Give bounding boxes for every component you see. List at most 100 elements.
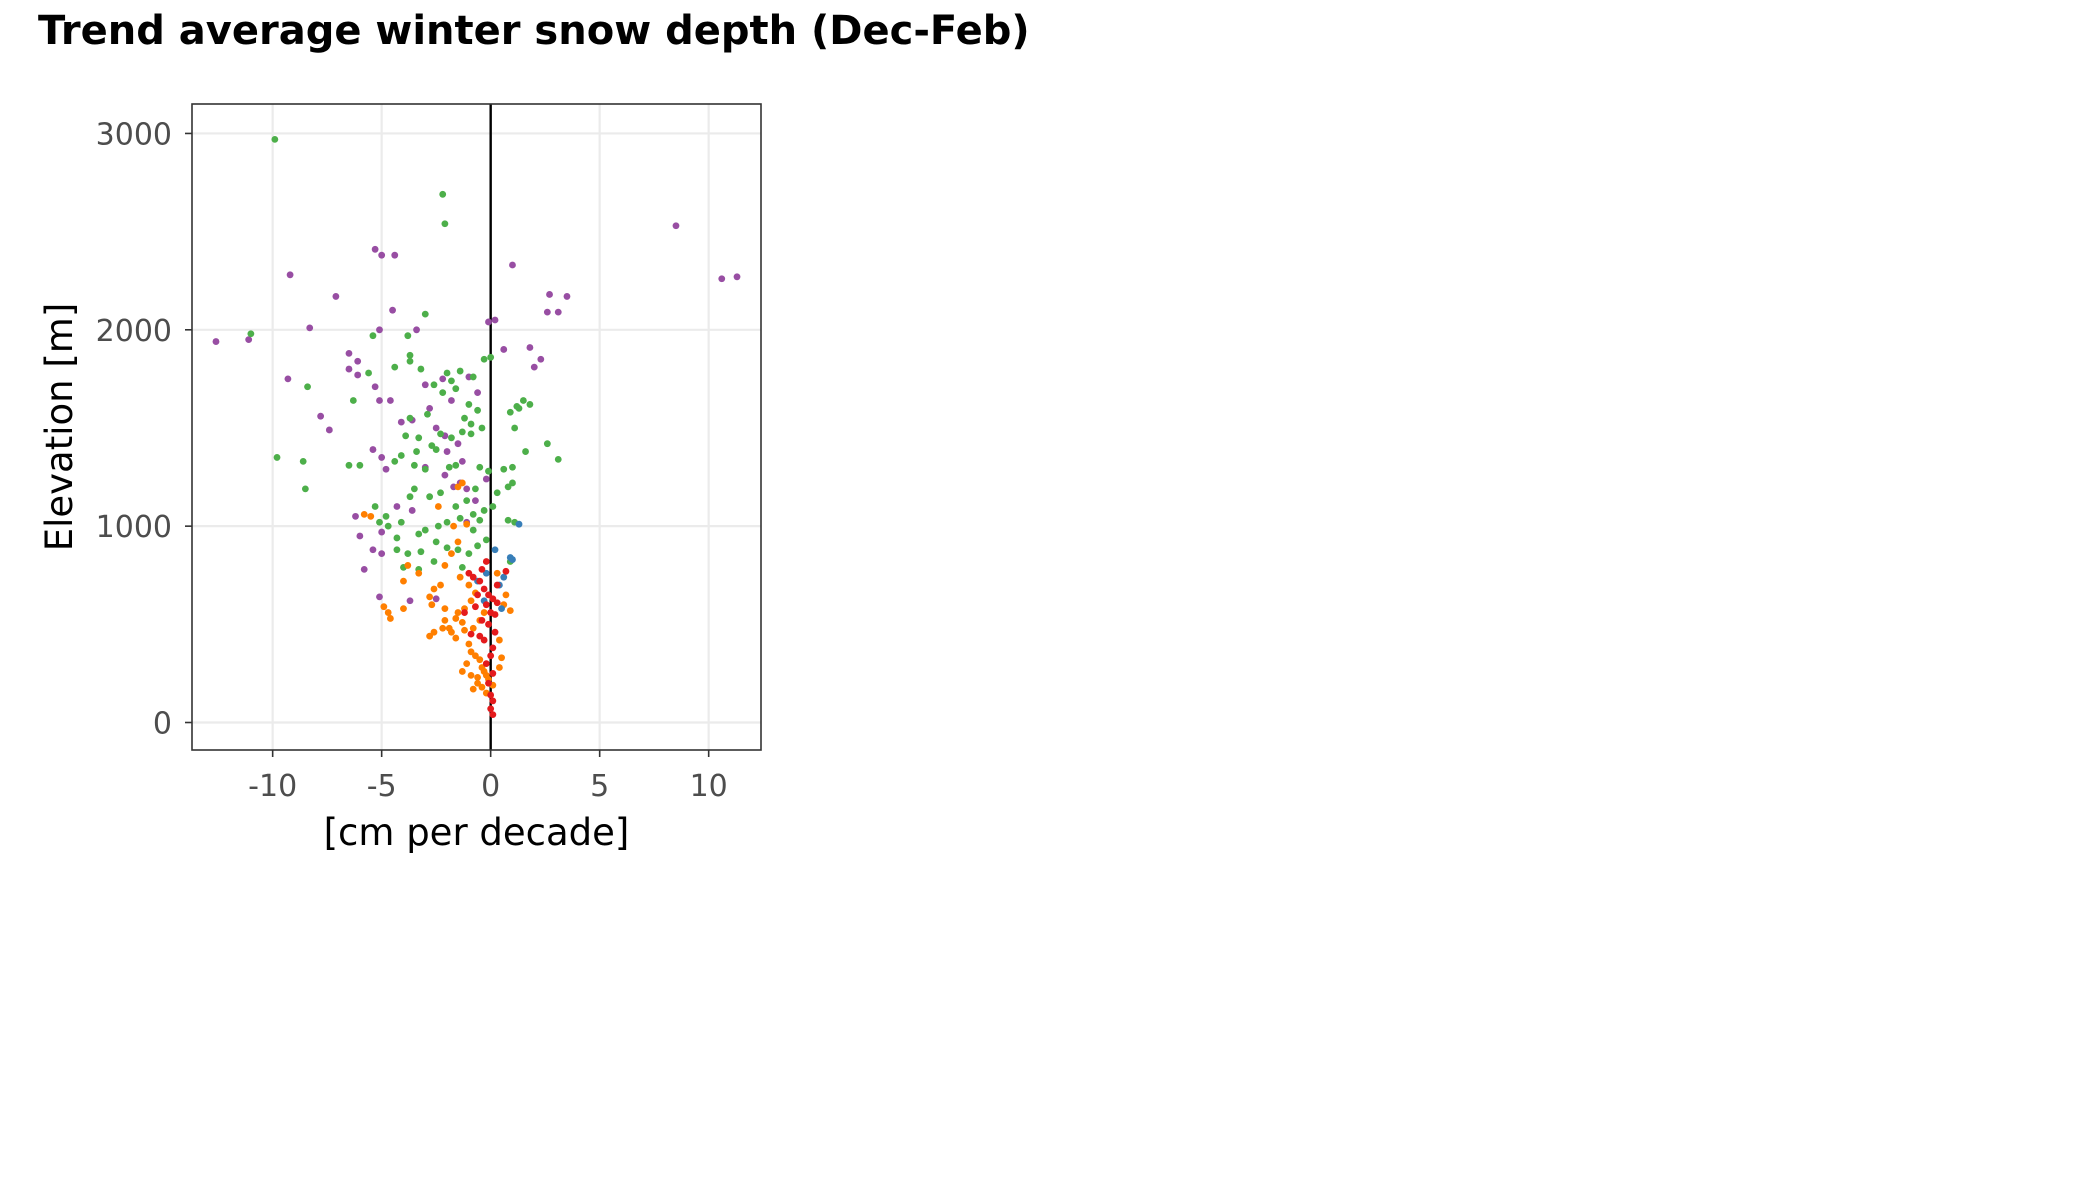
data-point <box>448 377 455 385</box>
data-point <box>299 457 307 465</box>
data-point <box>474 679 481 687</box>
data-point <box>271 135 279 143</box>
data-point <box>415 530 423 538</box>
data-point <box>487 353 495 361</box>
data-point <box>454 483 462 491</box>
data-point <box>504 516 512 524</box>
data-point <box>247 330 255 338</box>
data-point <box>410 485 418 493</box>
data-point <box>504 483 512 491</box>
data-point <box>458 428 466 436</box>
data-point <box>428 601 436 609</box>
data-point <box>456 573 464 581</box>
data-point <box>349 397 357 404</box>
data-point <box>563 293 571 300</box>
data-point <box>465 569 473 577</box>
plot-border <box>191 103 762 751</box>
data-point <box>467 630 475 638</box>
data-point <box>476 463 484 471</box>
data-point <box>273 454 281 461</box>
data-point <box>487 691 495 699</box>
data-point <box>410 461 418 469</box>
data-point <box>469 573 477 581</box>
data-point <box>404 332 412 340</box>
data-point <box>448 434 455 442</box>
data-point <box>426 493 434 501</box>
data-point <box>474 673 481 681</box>
data-point <box>543 440 551 448</box>
y-axis: 0 1000 2000 3000 <box>96 117 192 742</box>
data-point <box>452 461 460 469</box>
data-point <box>482 536 490 544</box>
data-point <box>441 562 449 569</box>
data-point <box>397 452 405 459</box>
data-point <box>480 585 488 593</box>
data-point <box>476 516 484 524</box>
data-point <box>450 522 458 530</box>
data-point <box>463 497 471 505</box>
data-point <box>487 705 495 713</box>
data-point <box>458 668 466 675</box>
data-point <box>441 617 449 624</box>
data-point <box>360 510 368 518</box>
data-point <box>454 546 462 554</box>
data-point <box>493 569 501 577</box>
data-point <box>430 558 438 565</box>
data-point <box>487 652 495 660</box>
data-point <box>458 457 466 465</box>
data-point <box>376 397 383 404</box>
data-point <box>406 597 414 605</box>
data-point <box>476 577 484 585</box>
data-point <box>672 222 680 230</box>
data-point <box>463 660 471 668</box>
data-point <box>530 363 538 371</box>
data-point <box>365 369 372 377</box>
data-point <box>522 448 529 455</box>
data-point <box>421 310 429 318</box>
y-tick-label: 0 <box>153 707 172 742</box>
data-point <box>443 448 451 455</box>
data-point <box>474 591 481 599</box>
data-point <box>485 679 492 687</box>
data-point <box>482 601 490 609</box>
data-point <box>458 479 466 487</box>
data-point <box>441 471 449 479</box>
data-point <box>391 457 399 465</box>
data-point <box>448 397 455 404</box>
data-point <box>489 595 497 603</box>
data-point <box>458 563 466 571</box>
data-point <box>452 615 460 622</box>
data-point <box>491 611 499 618</box>
data-point <box>371 245 379 253</box>
data-point <box>439 624 447 632</box>
data-point <box>478 424 486 432</box>
data-point <box>432 538 440 546</box>
data-point <box>284 375 292 383</box>
data-point <box>443 518 451 526</box>
data-point <box>406 414 414 422</box>
data-point <box>421 465 429 473</box>
data-point <box>393 546 401 554</box>
data-point <box>489 697 497 705</box>
data-point <box>441 220 449 228</box>
data-point <box>498 654 505 662</box>
data-point <box>509 261 516 269</box>
data-point <box>461 414 468 422</box>
data-point <box>421 526 429 534</box>
data-point <box>491 546 499 554</box>
data-point <box>509 463 516 471</box>
data-point <box>485 467 492 475</box>
data-point <box>426 404 434 412</box>
data-point <box>380 603 388 611</box>
data-point <box>485 591 492 599</box>
y-tick-label: 1000 <box>96 510 172 545</box>
data-point <box>426 632 434 640</box>
data-point <box>478 683 486 691</box>
data-point <box>500 465 508 473</box>
data-point <box>467 597 475 605</box>
data-point <box>482 569 490 577</box>
data-point <box>376 326 383 334</box>
data-point <box>397 518 405 526</box>
data-point <box>513 402 521 410</box>
